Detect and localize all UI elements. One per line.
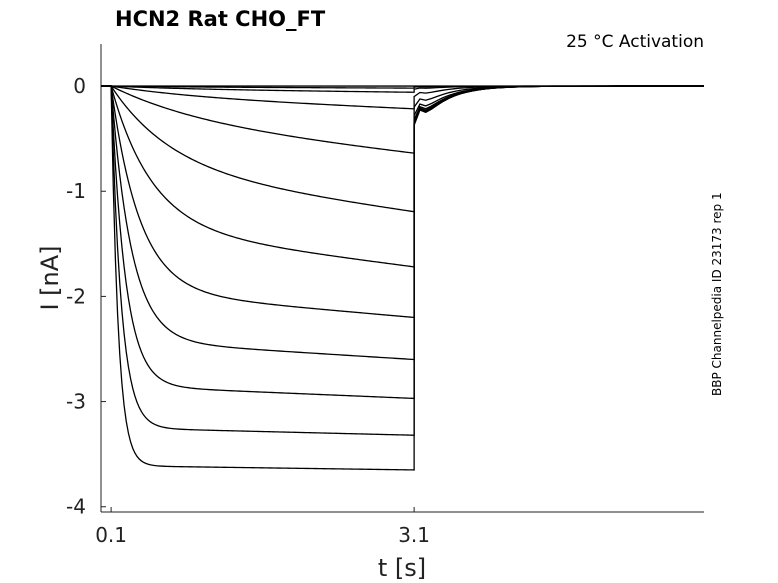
x-axis-label: t [s] (378, 554, 426, 582)
y-ticks: 0 -1 -2 -3 -4 (66, 74, 106, 519)
y-tick-label: -2 (66, 284, 86, 308)
current-traces (101, 85, 704, 471)
chart-title: HCN2 Rat CHO_FT (115, 7, 326, 31)
x-tick-label: 0.1 (95, 523, 127, 547)
current-trace (101, 85, 704, 471)
chart-annotation: 25 °C Activation (566, 32, 704, 52)
y-tick-label: 0 (73, 74, 86, 98)
channelpedia-id-label: BBP Channelpedia ID 23173 rep 1 (710, 192, 724, 396)
y-tick-label: -3 (66, 390, 86, 414)
y-tick-label: -1 (66, 179, 86, 203)
y-axis-label: I [nA] (36, 245, 64, 310)
plot-area: 0 -1 -2 -3 -4 0.1 3.1 (66, 44, 704, 547)
x-ticks: 0.1 3.1 (95, 507, 430, 547)
y-tick-label: -4 (66, 495, 86, 519)
x-tick-label: 3.1 (398, 523, 430, 547)
